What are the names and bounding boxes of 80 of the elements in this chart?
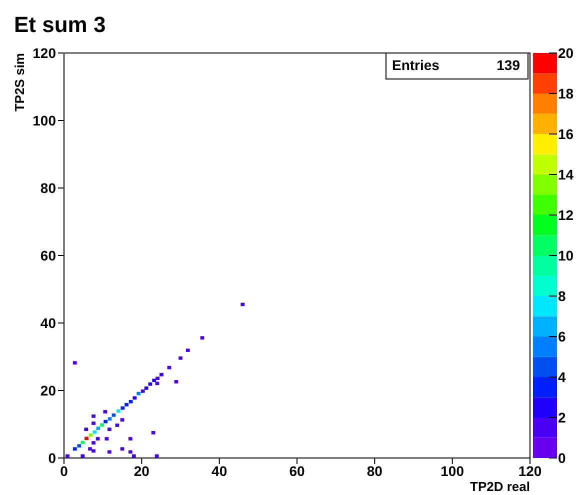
point (132, 454, 136, 458)
color-bar-label: 4 (558, 369, 566, 385)
x-tick-label: 0 (60, 462, 68, 479)
point (77, 444, 82, 448)
color-bar-label: 0 (558, 450, 566, 466)
point (96, 437, 100, 440)
point (72, 447, 77, 451)
color-bar-label: 16 (558, 126, 574, 142)
point (154, 454, 159, 458)
color-bar-label: 8 (558, 288, 566, 304)
y-tick-label: 120 (32, 44, 56, 61)
point (120, 447, 124, 451)
point (156, 376, 160, 380)
point (186, 348, 190, 352)
point (128, 450, 132, 454)
point (115, 424, 120, 427)
y-tick-label: 0 (48, 450, 56, 466)
color-bar-label: 10 (558, 248, 574, 264)
point (72, 361, 77, 365)
point (151, 431, 156, 434)
point (92, 430, 97, 434)
color-bar-label: 12 (558, 207, 574, 223)
point (80, 454, 85, 458)
point (103, 410, 108, 414)
color-bar-label: 18 (558, 86, 574, 102)
y-tick-label: 80 (40, 180, 56, 196)
annotation: Entries (392, 57, 440, 73)
point (124, 402, 128, 406)
point (136, 392, 140, 396)
point (152, 378, 156, 382)
point (92, 449, 96, 453)
point (128, 437, 132, 440)
y-tick-label: 60 (40, 247, 56, 264)
chart-title: Et sum 3 (14, 12, 106, 37)
point (132, 396, 137, 400)
point (107, 428, 112, 431)
x-tick-label: 120 (518, 462, 542, 479)
point (112, 413, 116, 417)
y-axis-title: TP2S sim (12, 53, 27, 112)
point (140, 389, 145, 393)
x-tick-label: 60 (289, 462, 305, 479)
x-tick-label: 40 (212, 462, 228, 479)
point (116, 409, 120, 413)
point (84, 428, 88, 431)
annotation: 139 (496, 57, 520, 73)
point (100, 423, 104, 427)
color-bar-label: 2 (558, 410, 566, 426)
y-tick-label: 100 (32, 112, 56, 128)
point (104, 420, 108, 424)
point (120, 406, 125, 410)
color-bar-label: 6 (558, 328, 566, 344)
x-axis-title: TP2D real (470, 479, 530, 494)
color-bar-label: 20 (558, 45, 574, 61)
point (84, 436, 88, 440)
point (96, 426, 100, 430)
point (104, 437, 109, 440)
x-tick-label: 100 (440, 462, 464, 479)
point (88, 447, 92, 451)
point (92, 414, 96, 418)
x-tick-label: 20 (134, 462, 150, 479)
point (92, 441, 96, 444)
y-tick-label: 40 (40, 314, 56, 331)
point (160, 372, 164, 376)
point (240, 302, 245, 306)
point (148, 382, 152, 386)
point (108, 417, 112, 421)
point (200, 336, 204, 340)
point (120, 418, 124, 422)
color-bar-label: 14 (558, 166, 574, 182)
y-tick-label: 20 (40, 382, 56, 398)
point (66, 454, 70, 458)
point (92, 422, 96, 425)
point (174, 380, 178, 384)
point (128, 400, 133, 404)
point (155, 382, 160, 386)
point (80, 440, 85, 444)
point (107, 450, 112, 454)
x-tick-label: 80 (366, 462, 383, 479)
point (144, 386, 148, 390)
point (178, 356, 182, 360)
